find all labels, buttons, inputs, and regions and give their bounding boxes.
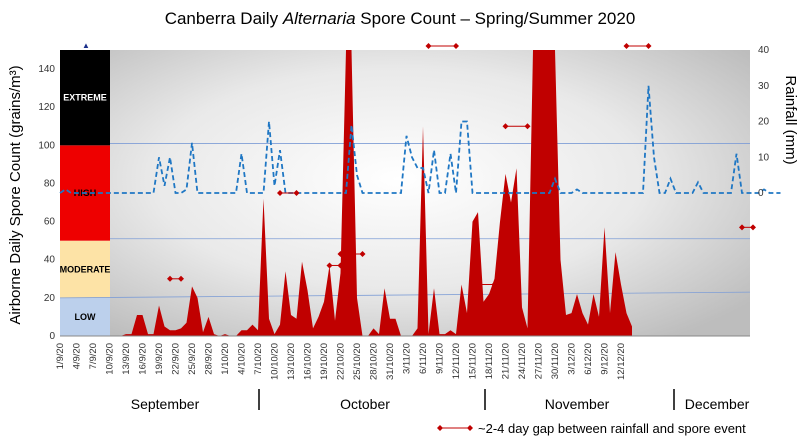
gap-marker-diamond — [293, 190, 300, 196]
month-labels: September October November December — [131, 396, 750, 412]
gap-marker-diamond — [337, 262, 344, 269]
x-tick-label: 25/10/20 — [352, 343, 363, 380]
left-tick-label: 40 — [44, 255, 56, 266]
x-tick-label: 3/12/20 — [567, 343, 578, 375]
left-tick-label: 60 — [44, 217, 56, 228]
right-tick-label: 30 — [758, 81, 770, 92]
x-tick-label: 10/10/20 — [270, 343, 281, 380]
x-axis-date-labels: 1/9/20 4/9/20 7/9/20 10/9/20 13/9/20 16/9/20 1… — [55, 343, 627, 380]
gap-marker-diamond — [546, 203, 553, 210]
right-tick-label: 10 — [758, 152, 770, 163]
x-tick-label: 22/10/20 — [336, 343, 347, 380]
risk-band-moderate — [60, 240, 110, 298]
gap-marker-diamond — [277, 190, 283, 196]
top-arrow-indicator: ▲ — [82, 41, 90, 50]
gap-marker-diamond — [167, 275, 173, 282]
spore-count-area — [115, 50, 632, 336]
x-tick-label: 9/12/20 — [600, 343, 611, 375]
gap-markers — [167, 43, 756, 288]
right-axis-title: Rainfall (mm) — [782, 75, 799, 164]
left-axis-title: Airborne Daily Spore Count (grains/m³) — [7, 65, 24, 324]
reference-lines — [59, 143, 751, 299]
x-tick-label: 18/11/20 — [484, 343, 495, 379]
x-tick-label: 21/11/20 — [501, 343, 512, 379]
left-tick-label: 80 — [44, 178, 56, 189]
left-tick-label: 140 — [38, 64, 55, 75]
gap-marker-diamond — [524, 123, 531, 130]
chart-title: Canberra Daily Alternaria Spore Count – … — [165, 9, 636, 28]
trend-line — [59, 291, 751, 299]
x-tick-label: 19/9/20 — [154, 343, 165, 375]
gap-marker-diamond — [359, 251, 366, 258]
risk-band-label-moderate: MODERATE — [60, 264, 111, 274]
gap-marker-diamond — [491, 281, 498, 288]
right-tick-label: 20 — [758, 117, 770, 128]
legend-marker-left — [437, 425, 443, 431]
month-label-november: November — [545, 396, 610, 412]
month-dividers — [258, 389, 675, 410]
x-tick-label: 27/11/20 — [534, 343, 545, 379]
right-tick-label: 40 — [758, 45, 770, 56]
risk-band-extreme — [60, 50, 110, 146]
gap-marker-diamond — [750, 224, 756, 231]
x-tick-label: 4/9/20 — [72, 343, 83, 369]
legend-label: ~2-4 day gap between rainfall and spore … — [478, 421, 746, 436]
x-tick-label: 16/10/20 — [303, 343, 314, 380]
left-axis-ticks: 0 20 40 60 80 100 120 140 — [38, 64, 55, 342]
gap-marker-diamond — [623, 43, 630, 49]
x-tick-label: 6/11/20 — [418, 343, 429, 374]
gap-marker-diamond — [502, 123, 509, 130]
left-tick-label: 120 — [38, 102, 55, 113]
spore-series — [115, 50, 632, 336]
gap-marker-diamond — [530, 203, 536, 210]
left-tick-label: 20 — [44, 293, 56, 304]
rainfall-line — [59, 85, 781, 194]
x-tick-label: 25/9/20 — [187, 343, 198, 375]
gap-marker-diamond — [326, 262, 333, 269]
x-tick-label: 31/10/20 — [385, 343, 396, 380]
x-tick-label: 7/9/20 — [88, 343, 99, 369]
risk-band-label-low: LOW — [75, 312, 96, 322]
legend-marker-right — [467, 425, 473, 431]
x-tick-label: 1/10/20 — [220, 343, 231, 375]
month-label-december: December — [685, 396, 750, 412]
gap-marker-diamond — [645, 43, 652, 49]
x-tick-label: 9/11/20 — [435, 343, 446, 374]
x-tick-label: 28/9/20 — [204, 343, 215, 375]
x-tick-label: 6/12/20 — [583, 343, 594, 375]
x-tick-label: 1/9/20 — [55, 343, 66, 369]
right-axis-ticks: 0 10 20 30 40 — [758, 45, 770, 199]
x-tick-label: 12/11/20 — [451, 343, 462, 379]
gap-marker-diamond — [739, 224, 745, 231]
x-tick-label: 30/11/20 — [550, 343, 561, 379]
gap-marker-diamond — [475, 281, 481, 288]
x-tick-label: 12/12/20 — [616, 343, 627, 380]
x-tick-label: 28/10/20 — [369, 343, 380, 380]
month-label-october: October — [340, 396, 390, 412]
x-tick-label: 22/9/20 — [171, 343, 182, 375]
x-tick-label: 7/10/20 — [253, 343, 264, 375]
left-tick-label: 0 — [49, 331, 55, 342]
x-tick-label: 24/11/20 — [517, 343, 528, 379]
month-label-september: September — [131, 396, 200, 412]
x-tick-label: 10/9/20 — [105, 343, 116, 375]
x-tick-label: 19/10/20 — [319, 343, 330, 380]
right-tick-label: 0 — [758, 188, 764, 199]
legend: ~2-4 day gap between rainfall and spore … — [437, 421, 746, 436]
x-tick-label: 3/11/20 — [402, 343, 413, 374]
gap-marker-diamond — [178, 275, 184, 282]
x-tick-label: 16/9/20 — [138, 343, 149, 375]
x-tick-label: 13/10/20 — [286, 343, 297, 380]
risk-band-low — [60, 297, 110, 336]
gap-marker-diamond — [337, 251, 344, 258]
x-tick-label: 15/11/20 — [468, 343, 479, 379]
rainfall-series — [59, 85, 781, 194]
left-tick-label: 100 — [38, 140, 55, 151]
x-tick-label: 13/9/20 — [121, 343, 132, 375]
gap-marker-diamond — [425, 43, 432, 49]
x-tick-label: 4/10/20 — [237, 343, 248, 375]
risk-band-label-extreme: EXTREME — [63, 93, 107, 103]
gap-marker-diamond — [453, 43, 459, 49]
